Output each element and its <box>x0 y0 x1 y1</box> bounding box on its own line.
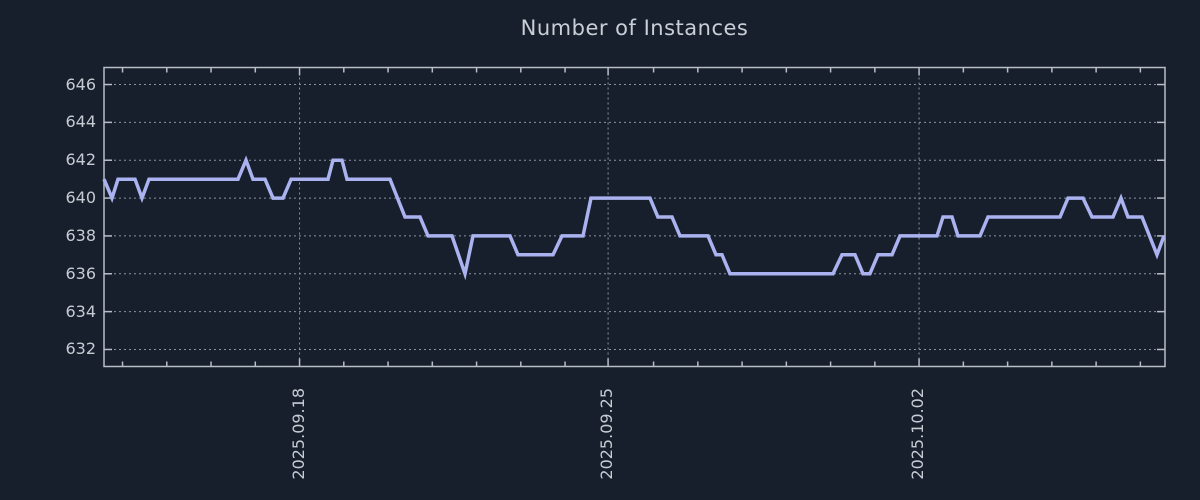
y-tick-label: 644 <box>65 112 96 132</box>
series-line <box>102 155 1166 281</box>
plot-border <box>103 66 1166 368</box>
y-tick-label: 638 <box>65 225 96 245</box>
x-tick-label: 2025.10.02 <box>908 387 928 480</box>
y-tick-label: 640 <box>65 188 96 208</box>
y-tick-label: 642 <box>65 150 96 170</box>
chart-title: Number of Instances <box>520 16 749 40</box>
y-tick-label: 636 <box>65 263 96 283</box>
y-tick-label: 632 <box>65 339 96 359</box>
y-tick-label: 634 <box>65 301 96 321</box>
x-tick-label: 2025.09.18 <box>288 387 308 480</box>
x-tick-label: 2025.09.25 <box>597 387 617 480</box>
y-tick-label: 646 <box>65 74 96 94</box>
